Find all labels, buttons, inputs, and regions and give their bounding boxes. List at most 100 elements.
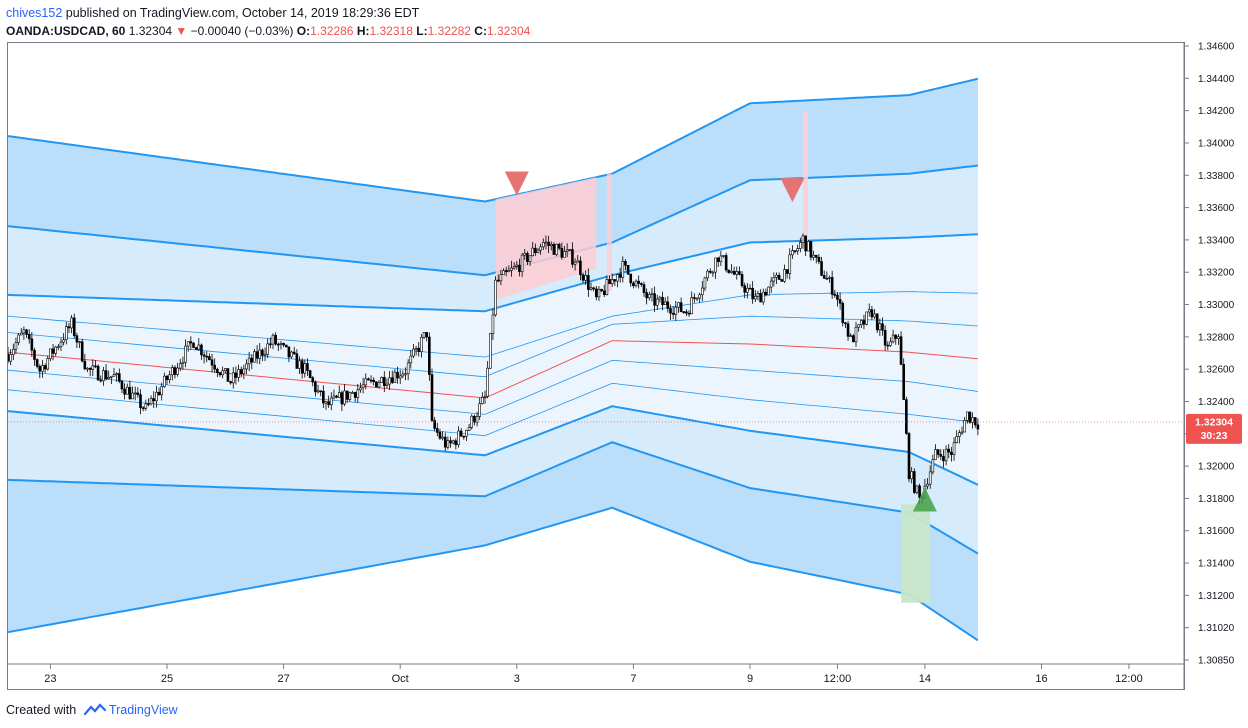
candle (958, 429, 961, 444)
candle (205, 351, 209, 363)
candle (666, 296, 670, 313)
candle (467, 423, 471, 432)
candle (822, 270, 826, 279)
time-axis[interactable]: 23 25 27 Oct 3 7 9 12:00 14 16 12:00 (44, 664, 1143, 685)
candle (950, 447, 953, 462)
candle (841, 301, 845, 327)
candle (973, 417, 977, 428)
candle (202, 351, 206, 364)
candle (645, 288, 648, 305)
y-tick-label: 1.32600 (1198, 365, 1235, 376)
close-value: 1.32304 (486, 24, 531, 38)
publish-line: chives152 published on TradingView.com, … (6, 4, 530, 22)
candle (647, 291, 651, 301)
y-tick-label: 1.33400 (1198, 235, 1235, 246)
candle (626, 264, 630, 275)
candle (613, 279, 617, 286)
candle (420, 333, 423, 358)
candle (926, 478, 929, 490)
footer: Created with TradingView (6, 703, 178, 717)
candle (857, 324, 860, 332)
candle (88, 367, 92, 377)
candle (621, 256, 625, 283)
price-chart[interactable]: 1.34600 1.34400 1.34200 1.34000 1.33800 1.336… (0, 0, 1248, 700)
candle (764, 288, 768, 297)
tradingview-brand[interactable]: TradingView (108, 703, 178, 717)
candle (494, 276, 497, 317)
candle (396, 366, 399, 384)
candle (753, 290, 757, 302)
candle (49, 348, 52, 362)
candle (128, 380, 132, 400)
candle (332, 389, 336, 400)
candle (367, 377, 370, 381)
candle (70, 314, 73, 334)
candle (186, 341, 190, 352)
price-axis[interactable]: 1.34600 1.34400 1.34200 1.34000 1.33800 1.336… (1184, 42, 1235, 667)
candle (231, 367, 235, 389)
candle (118, 368, 121, 384)
symbol-label[interactable]: OANDA:USDCAD, 60 (6, 24, 126, 38)
y-tick-label: 1.34000 (1198, 138, 1235, 149)
candle (719, 251, 723, 266)
candle (473, 414, 476, 426)
candle (438, 428, 442, 441)
candle (261, 348, 264, 362)
sell-signal-triangle-icon (780, 178, 805, 203)
candle (655, 294, 659, 311)
candle (796, 244, 800, 255)
candle (343, 383, 346, 407)
y-tick-label: 1.31800 (1198, 494, 1235, 505)
candle (120, 379, 124, 394)
y-tick-label: 1.32400 (1198, 397, 1235, 408)
candle (828, 275, 831, 283)
low-value: 1.32282 (427, 24, 471, 38)
candle (939, 449, 943, 461)
candle (693, 293, 696, 303)
price-tag-countdown: 30:23 (1201, 430, 1228, 442)
candle (9, 349, 12, 366)
candle (767, 286, 770, 296)
candle (592, 286, 595, 292)
candle (563, 245, 566, 258)
candle (897, 334, 900, 345)
candle (149, 395, 153, 406)
candle (46, 355, 50, 371)
candle (229, 380, 232, 385)
candle (80, 338, 84, 363)
candle (51, 343, 55, 361)
candle (963, 416, 966, 433)
high-value: 1.32318 (369, 24, 413, 38)
last-price-tag: 1.32304 30:23 (8, 413, 1242, 444)
author-link[interactable]: chives152 (6, 6, 63, 20)
candle (216, 367, 219, 378)
candle (488, 333, 492, 369)
candle (322, 385, 325, 408)
candle (433, 417, 436, 432)
candle (372, 377, 376, 386)
candle (531, 241, 535, 257)
candle (905, 396, 908, 435)
deviation-bands (8, 77, 979, 642)
candle (314, 380, 317, 397)
candle (41, 360, 44, 378)
candle (539, 243, 542, 255)
candle (30, 332, 34, 357)
candle (682, 311, 686, 314)
candle (629, 273, 633, 287)
candle (176, 362, 179, 377)
band-line-upper-2 (8, 164, 979, 277)
candle (618, 267, 622, 283)
low-label: L: (416, 24, 428, 38)
candle (772, 272, 776, 287)
candle (799, 237, 802, 253)
candle (571, 242, 574, 268)
candle (165, 374, 169, 385)
candle (27, 329, 31, 344)
candle (714, 257, 717, 280)
candle (226, 368, 230, 382)
x-tick-label: Oct (392, 673, 409, 685)
candle (237, 364, 240, 382)
candle (499, 269, 503, 286)
candle (820, 256, 823, 277)
